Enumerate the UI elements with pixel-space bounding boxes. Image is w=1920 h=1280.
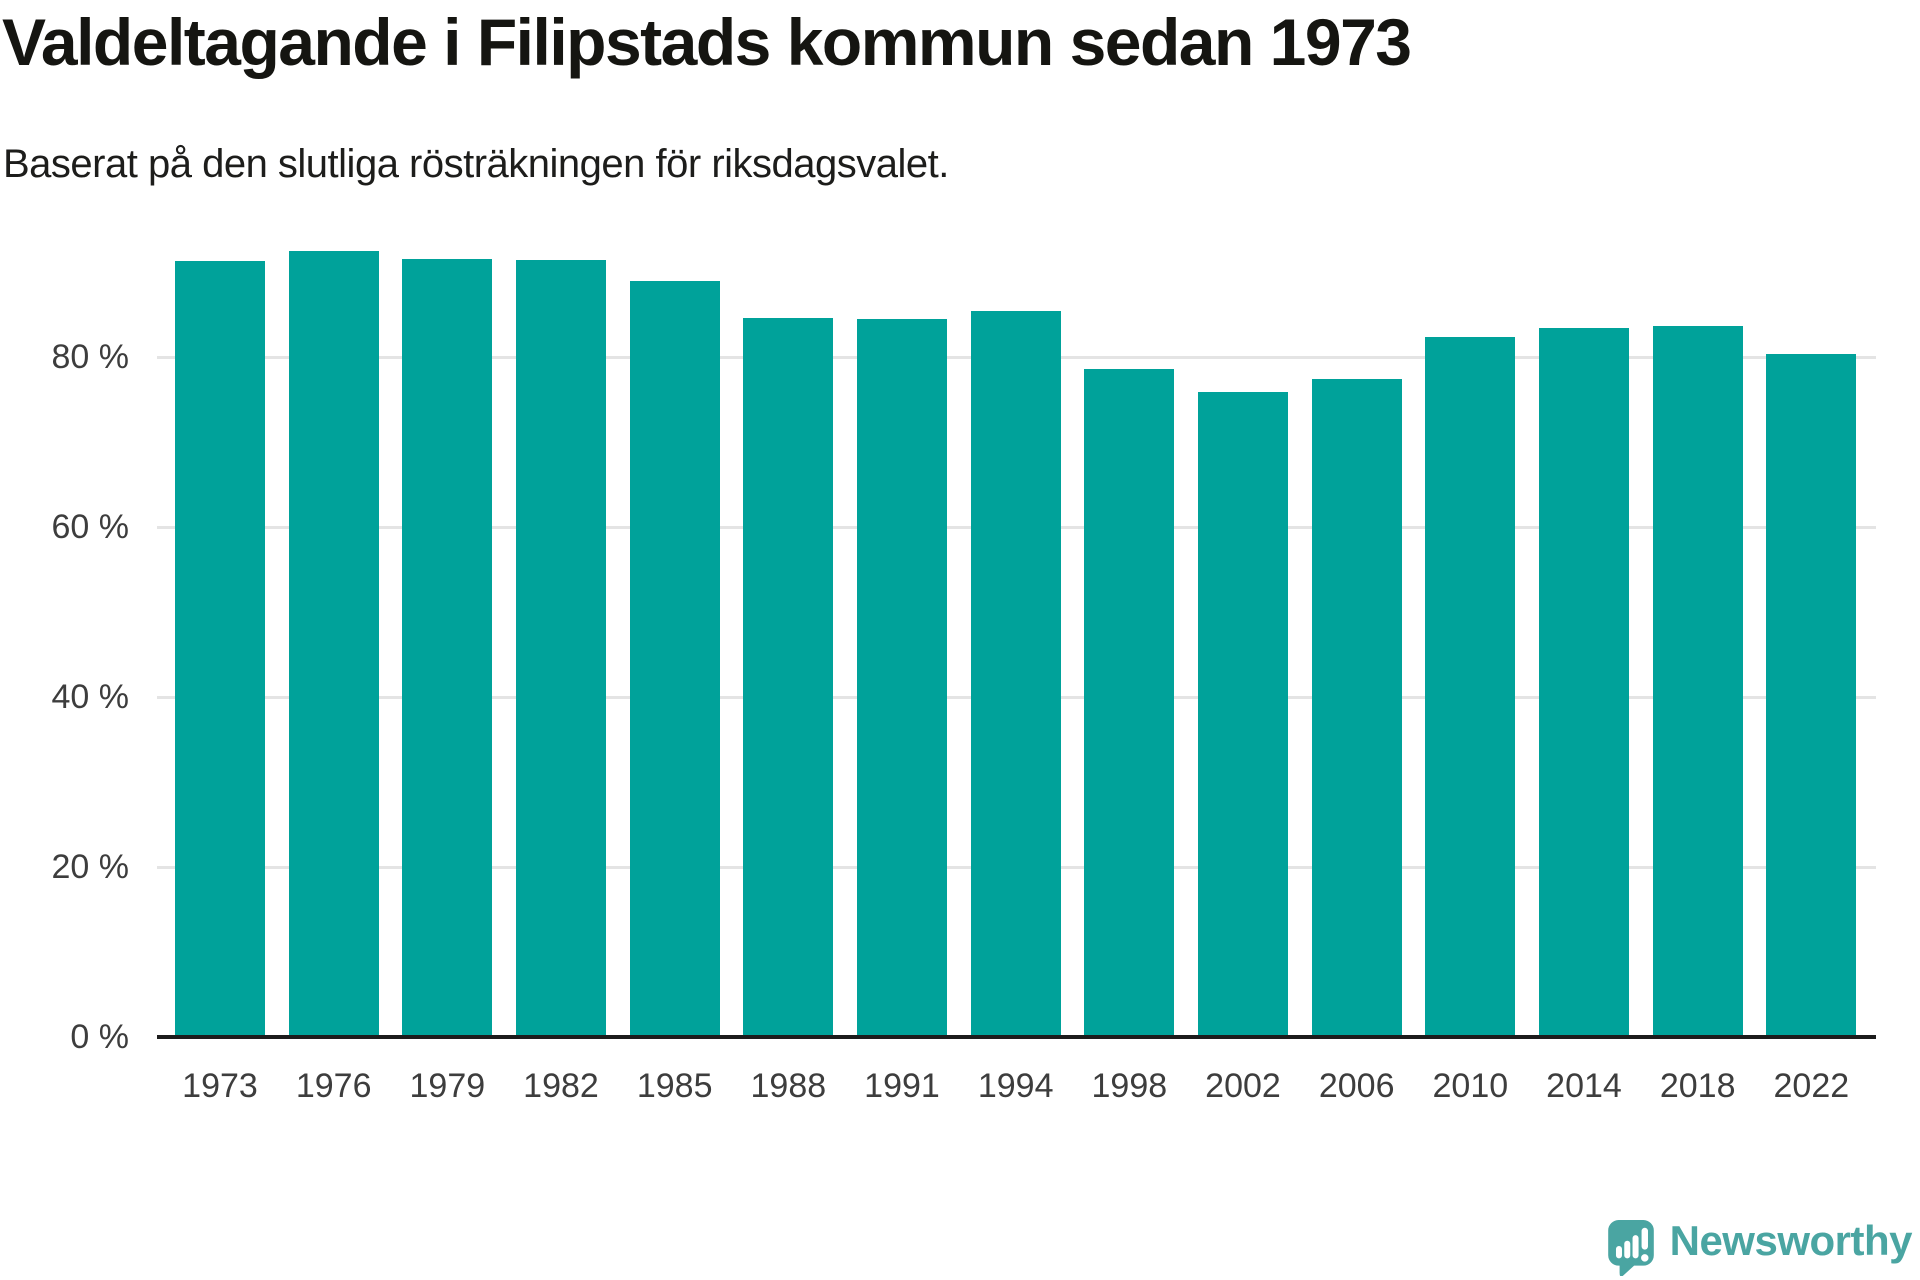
y-tick-label: 40 % (51, 678, 130, 716)
x-tick-label: 1976 (295, 1067, 372, 1105)
x-tick-label: 1973 (182, 1067, 258, 1105)
bar-1973 (175, 260, 265, 1037)
y-tick-label: 60 % (51, 508, 130, 546)
bar-2014 (1539, 328, 1629, 1037)
x-tick-label: 2002 (1205, 1067, 1281, 1105)
x-tick-label: 2022 (1773, 1067, 1850, 1105)
newsworthy-logo-text: Newsworthy (1669, 1216, 1913, 1264)
x-tick-label: 2006 (1318, 1067, 1395, 1105)
x-tick-label: 1994 (977, 1067, 1054, 1105)
bar-2006 (1311, 379, 1402, 1037)
newsworthy-logo: Newsworthy (1607, 1216, 1913, 1276)
x-tick-label: 1991 (864, 1067, 940, 1105)
newsworthy-logo-icon (1607, 1220, 1654, 1276)
y-tick-label: 0 % (70, 1018, 129, 1056)
x-axis-line (157, 1035, 1876, 1039)
chart-subtitle: Baserat på den slutliga rösträkningen fö… (3, 142, 949, 186)
x-tick-label: 2014 (1546, 1067, 1622, 1105)
bar-1998 (1084, 368, 1175, 1037)
mini-bar-3 (1632, 1235, 1639, 1259)
bar-1976 (288, 250, 379, 1037)
bar-1979 (402, 259, 493, 1037)
exclamation-dot (1640, 1254, 1649, 1262)
x-tick-label: 1985 (636, 1067, 713, 1105)
bar-1988 (743, 317, 834, 1037)
bar-2022 (1766, 353, 1857, 1037)
plot-area: 0 % 20 % 40 % 60 % 80 % 1973 1976 1979 1982 1985 1… (52, 187, 1876, 1103)
x-tick-label: 1998 (1091, 1067, 1168, 1105)
x-tick-label: 1982 (523, 1067, 599, 1105)
bar-1994 (970, 311, 1061, 1037)
y-tick-label: 80 % (51, 338, 130, 376)
bar-1991 (857, 318, 947, 1037)
mini-bar-1 (1615, 1245, 1622, 1259)
bar-1982 (516, 260, 606, 1037)
bar-2002 (1198, 391, 1288, 1037)
x-tick-label: 1988 (750, 1067, 827, 1105)
bar-2010 (1425, 336, 1516, 1037)
x-tick-label: 2018 (1659, 1067, 1736, 1105)
exclamation-stem (1641, 1227, 1648, 1250)
x-tick-label: 1979 (409, 1067, 486, 1105)
bar-2018 (1652, 326, 1743, 1037)
bar-1985 (629, 280, 720, 1037)
x-tick-label: 2010 (1432, 1067, 1509, 1105)
mini-bar-2 (1623, 1240, 1630, 1259)
y-tick-label: 20 % (51, 848, 130, 886)
chart-title: Valdeltagande i Filipstads kommun sedan … (2, 5, 1412, 79)
